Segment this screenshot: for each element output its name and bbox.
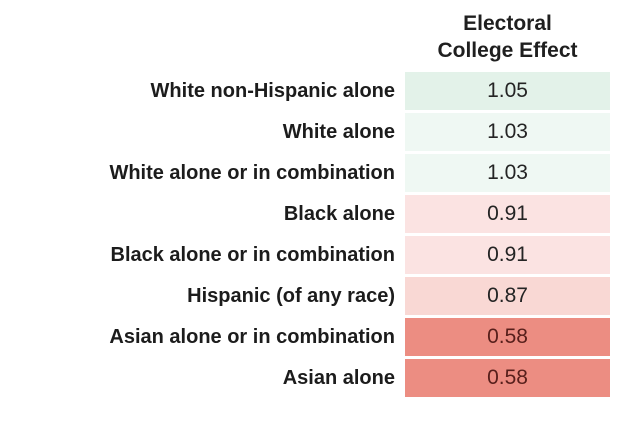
value-cell-white-alone: 1.03 — [405, 113, 610, 151]
value-cell-black-alone: 0.91 — [405, 195, 610, 233]
row-label-white-alone-or-in-combination: White alone or in combination — [109, 162, 395, 184]
value-column-header: Electoral College Effect — [437, 12, 578, 63]
row-label-black-alone-or-in-combination: Black alone or in combination — [110, 244, 396, 266]
value-cell-hispanic-of-any-race: 0.87 — [405, 277, 610, 315]
row-label-hispanic-of-any-race: Hispanic (of any race) — [187, 285, 395, 307]
row-label-white-alone: White alone — [282, 121, 395, 143]
row-label-asian-alone-or-in-combination: Asian alone or in combination — [109, 326, 395, 348]
value-cell-white-alone-or-in-combination: 1.03 — [405, 154, 610, 192]
value-cell-asian-alone-or-in-combination: 0.58 — [405, 318, 610, 356]
row-label-black-alone: Black alone — [283, 203, 395, 225]
value-cell-white-non-hispanic-alone: 1.05 — [405, 72, 610, 110]
value-cell-black-alone-or-in-combination: 0.91 — [405, 236, 610, 274]
row-label-asian-alone: Asian alone — [282, 367, 395, 389]
value-cell-asian-alone: 0.58 — [405, 359, 610, 397]
data-table: Electoral College Effect White non-Hispa… — [109, 12, 610, 397]
row-label-white-non-hispanic-alone: White non-Hispanic alone — [150, 80, 395, 102]
